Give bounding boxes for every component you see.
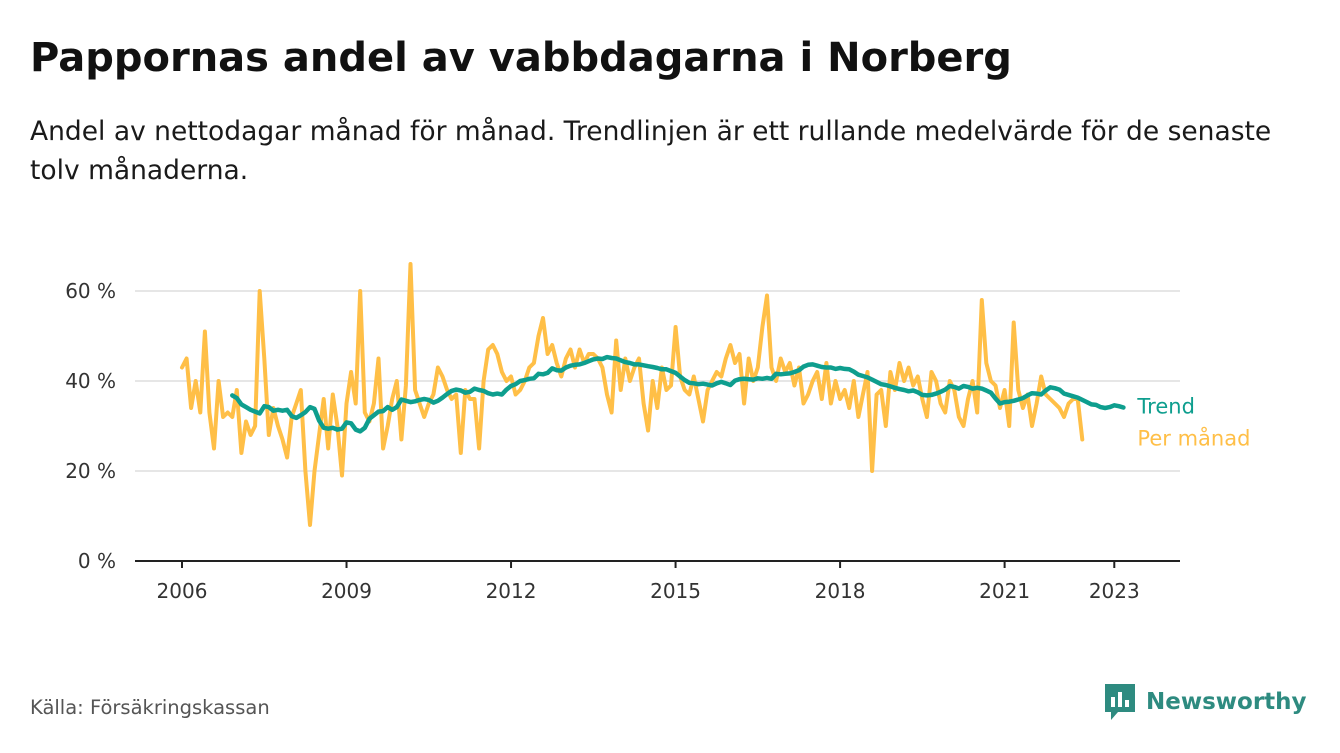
brand-name: Newsworthy (1146, 689, 1307, 715)
source-note: Källa: Försäkringskassan (30, 696, 270, 719)
newsworthy-logo[interactable]: Newsworthy (1102, 681, 1307, 723)
y-tick-label: 60 % (65, 279, 116, 303)
series-line-per-month (180, 262, 1085, 527)
x-tick-label: 2006 (157, 579, 208, 603)
legend-label-per-month: Per månad (1137, 426, 1250, 451)
series-line-trend (230, 354, 1126, 434)
chart-subtitle: Andel av nettodagar månad för månad. Tre… (30, 116, 1272, 186)
newsworthy-logo-icon (1105, 684, 1135, 720)
x-tick-label: 2009 (321, 579, 372, 603)
y-tick-label: 0 % (78, 549, 116, 573)
x-tick-label: 2023 (1089, 579, 1140, 603)
y-tick-label: 40 % (65, 369, 116, 393)
y-axis: 0 % 20 % 40 % 60 % (65, 279, 116, 573)
x-axis: 2006 2009 2012 2015 2018 2021 2023 (157, 561, 1140, 603)
chart-title: Pappornas andel av vabbdagarna i Norberg (30, 35, 1012, 81)
y-tick-label: 20 % (65, 459, 116, 483)
x-tick-label: 2018 (815, 579, 866, 603)
legend-label-trend: Trend (1136, 395, 1194, 419)
x-tick-label: 2012 (486, 579, 537, 603)
x-tick-label: 2021 (979, 579, 1030, 603)
x-tick-label: 2015 (650, 579, 701, 603)
grid-layer (135, 290, 1180, 472)
